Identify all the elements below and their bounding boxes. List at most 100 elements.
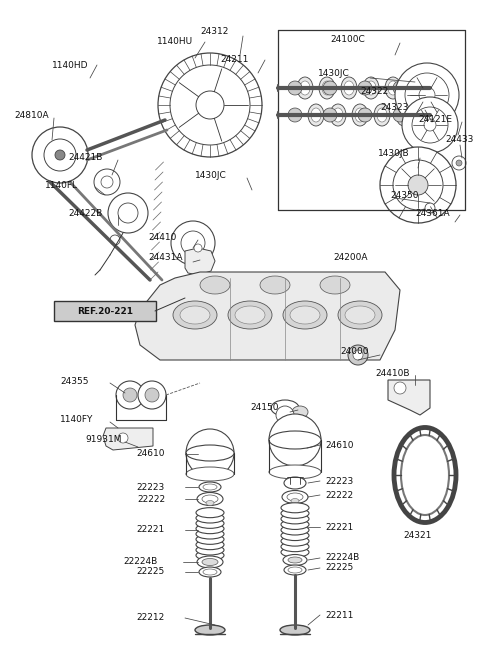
Ellipse shape bbox=[333, 108, 343, 122]
Text: 24211: 24211 bbox=[220, 56, 248, 64]
Text: 22225: 22225 bbox=[325, 563, 353, 572]
Ellipse shape bbox=[196, 550, 224, 560]
Circle shape bbox=[94, 169, 120, 195]
Ellipse shape bbox=[196, 534, 224, 544]
Ellipse shape bbox=[206, 500, 214, 506]
Ellipse shape bbox=[282, 491, 308, 504]
Ellipse shape bbox=[284, 565, 306, 575]
Text: 24121E: 24121E bbox=[418, 115, 452, 124]
Text: 91931M: 91931M bbox=[85, 436, 121, 445]
Text: 22212: 22212 bbox=[137, 614, 165, 622]
Ellipse shape bbox=[260, 276, 290, 294]
Ellipse shape bbox=[283, 555, 307, 565]
Ellipse shape bbox=[291, 498, 299, 504]
Text: 24200A: 24200A bbox=[333, 252, 368, 261]
Ellipse shape bbox=[344, 81, 354, 95]
Circle shape bbox=[393, 81, 407, 95]
Circle shape bbox=[380, 147, 456, 223]
Ellipse shape bbox=[269, 465, 321, 479]
Circle shape bbox=[288, 81, 302, 95]
Circle shape bbox=[196, 91, 224, 119]
Text: 22211: 22211 bbox=[325, 610, 353, 620]
Ellipse shape bbox=[396, 104, 412, 126]
Ellipse shape bbox=[195, 625, 225, 635]
Ellipse shape bbox=[173, 301, 217, 329]
Ellipse shape bbox=[200, 276, 230, 294]
Circle shape bbox=[32, 127, 88, 183]
Ellipse shape bbox=[281, 519, 309, 529]
Circle shape bbox=[276, 406, 294, 424]
Ellipse shape bbox=[269, 431, 321, 449]
Text: 22223: 22223 bbox=[325, 476, 353, 485]
Text: 24422B: 24422B bbox=[68, 208, 102, 217]
Ellipse shape bbox=[410, 81, 420, 95]
Ellipse shape bbox=[203, 569, 217, 575]
Ellipse shape bbox=[196, 513, 224, 523]
Ellipse shape bbox=[292, 406, 308, 418]
Circle shape bbox=[402, 97, 458, 153]
Ellipse shape bbox=[186, 467, 234, 481]
Circle shape bbox=[145, 388, 159, 402]
Ellipse shape bbox=[196, 523, 224, 534]
Ellipse shape bbox=[284, 477, 306, 489]
Circle shape bbox=[158, 53, 262, 157]
Polygon shape bbox=[388, 380, 430, 415]
Circle shape bbox=[118, 433, 128, 443]
Circle shape bbox=[269, 414, 321, 466]
Circle shape bbox=[55, 150, 65, 160]
Ellipse shape bbox=[281, 525, 309, 535]
Text: 24100C: 24100C bbox=[330, 35, 365, 45]
Ellipse shape bbox=[196, 540, 224, 550]
Text: REF.20-221: REF.20-221 bbox=[77, 307, 133, 316]
Ellipse shape bbox=[300, 81, 310, 95]
Text: 24000: 24000 bbox=[340, 348, 369, 356]
Circle shape bbox=[394, 382, 406, 394]
Text: 24433: 24433 bbox=[445, 136, 473, 145]
Circle shape bbox=[44, 139, 76, 171]
Circle shape bbox=[419, 87, 435, 103]
Text: 24610: 24610 bbox=[136, 449, 165, 457]
Text: 24361A: 24361A bbox=[415, 208, 450, 217]
Ellipse shape bbox=[281, 531, 309, 540]
Text: 1140HU: 1140HU bbox=[157, 37, 193, 47]
Circle shape bbox=[452, 156, 466, 170]
Circle shape bbox=[194, 244, 202, 252]
Ellipse shape bbox=[199, 482, 221, 492]
Text: 1140HD: 1140HD bbox=[52, 60, 88, 69]
Circle shape bbox=[118, 203, 138, 223]
Text: 24610: 24610 bbox=[325, 441, 353, 449]
Ellipse shape bbox=[196, 508, 224, 517]
Ellipse shape bbox=[180, 306, 210, 324]
Ellipse shape bbox=[271, 400, 299, 416]
Ellipse shape bbox=[281, 514, 309, 524]
Ellipse shape bbox=[288, 557, 302, 563]
Circle shape bbox=[101, 176, 113, 188]
Ellipse shape bbox=[407, 77, 423, 99]
Ellipse shape bbox=[202, 559, 218, 565]
Ellipse shape bbox=[235, 306, 265, 324]
Ellipse shape bbox=[196, 518, 224, 529]
Circle shape bbox=[116, 381, 144, 409]
Ellipse shape bbox=[399, 108, 409, 122]
Ellipse shape bbox=[197, 493, 223, 506]
Circle shape bbox=[348, 345, 368, 365]
Circle shape bbox=[428, 108, 442, 122]
Ellipse shape bbox=[281, 508, 309, 518]
Circle shape bbox=[108, 193, 148, 233]
Circle shape bbox=[358, 108, 372, 122]
Circle shape bbox=[323, 81, 337, 95]
Text: 24312: 24312 bbox=[200, 28, 228, 37]
Ellipse shape bbox=[366, 81, 376, 95]
Text: 1140FL: 1140FL bbox=[45, 181, 78, 189]
Ellipse shape bbox=[322, 81, 332, 95]
Ellipse shape bbox=[377, 108, 387, 122]
FancyBboxPatch shape bbox=[54, 301, 156, 321]
Ellipse shape bbox=[311, 108, 321, 122]
Ellipse shape bbox=[341, 77, 357, 99]
Ellipse shape bbox=[385, 77, 401, 99]
Text: 22224B: 22224B bbox=[325, 553, 359, 563]
Ellipse shape bbox=[355, 108, 365, 122]
Text: 1140FY: 1140FY bbox=[60, 415, 94, 424]
Polygon shape bbox=[185, 248, 215, 275]
Ellipse shape bbox=[401, 435, 449, 515]
